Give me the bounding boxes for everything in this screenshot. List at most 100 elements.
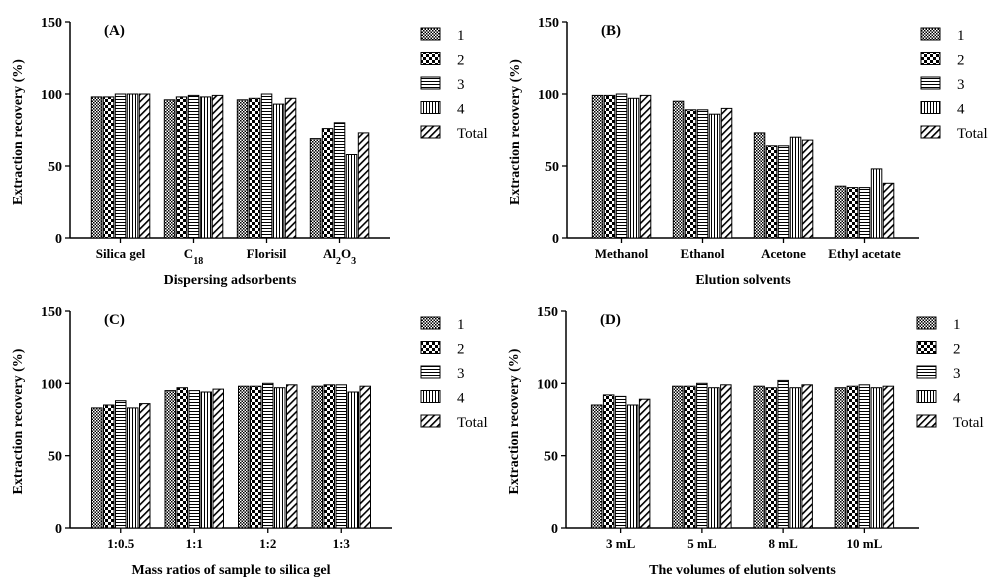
legend-swatch <box>420 52 441 65</box>
y-tick-label: 50 <box>545 160 559 175</box>
bar <box>615 93 628 239</box>
x-tick-label: Ethanol <box>680 246 724 261</box>
bar <box>126 93 139 239</box>
legend-swatch <box>916 341 937 354</box>
legend-swatch <box>916 414 937 428</box>
legend-swatch <box>420 101 441 114</box>
bar <box>720 107 733 239</box>
legend: 1 2 3 4 Total <box>916 316 984 431</box>
bar <box>175 96 188 239</box>
legend-swatch <box>920 52 941 65</box>
chart-panel-b: 0 50 100 150 Extraction recovery (%) Methanol… <box>508 16 988 288</box>
y-tick-label: 150 <box>537 305 558 320</box>
x-tick-label: Ethyl acetate <box>828 246 901 261</box>
bar <box>708 113 721 239</box>
bar <box>684 385 696 529</box>
bar <box>591 94 604 239</box>
bar <box>115 400 127 529</box>
legend-swatch <box>420 390 441 403</box>
legend-label: 2 <box>953 342 961 358</box>
bar <box>236 99 249 239</box>
bar <box>127 407 139 529</box>
y-tick-label: 0 <box>552 232 559 247</box>
bar <box>765 387 777 529</box>
bar <box>627 97 640 239</box>
bar <box>672 100 685 239</box>
legend-label: 1 <box>957 28 965 44</box>
legend-label: 3 <box>957 77 965 93</box>
bar <box>309 138 322 239</box>
panel-label: (C) <box>104 312 125 328</box>
bar <box>139 403 151 529</box>
bar <box>789 387 801 529</box>
chart-panel-c: 0 50 100 150 Extraction recovery (%) 1:0.5 1:1… <box>11 305 488 578</box>
chart-panel-d: 0 50 100 150 Extraction recovery (%) 3 mL 5 mL… <box>507 305 984 578</box>
x-tick-label: Al2O3 <box>323 246 356 267</box>
y-tick-label: 50 <box>48 160 62 175</box>
bar <box>274 387 286 529</box>
bar <box>164 390 176 529</box>
legend: 1 2 3 4 Total <box>420 316 488 431</box>
bar <box>708 387 720 529</box>
legend-label: 1 <box>457 317 465 333</box>
y-axis-label: Extraction recovery (%) <box>11 59 26 205</box>
bar <box>720 384 732 529</box>
bar <box>272 103 285 239</box>
legend-swatch <box>420 76 441 90</box>
legend-label: 4 <box>457 391 465 407</box>
y-tick-label: 100 <box>41 88 62 103</box>
legend-swatch <box>420 316 441 330</box>
bar <box>639 94 652 239</box>
legend-swatch <box>916 390 937 403</box>
bar <box>846 385 859 529</box>
y-tick-label: 0 <box>551 522 558 537</box>
bar <box>188 390 200 529</box>
x-tick-label: C18 <box>184 246 203 267</box>
x-tick-label: 5 mL <box>687 536 717 551</box>
panel-label: (B) <box>601 23 621 39</box>
legend-swatch <box>420 365 441 379</box>
panel-label: (A) <box>104 23 125 39</box>
x-tick-label: 1:2 <box>259 536 276 551</box>
legend-label: Total <box>457 126 488 142</box>
bar <box>187 94 200 239</box>
legend-swatch <box>420 414 441 428</box>
x-tick-label: Silica gel <box>96 246 146 261</box>
legend-swatch <box>920 101 941 114</box>
bar <box>359 385 371 529</box>
bar <box>347 391 359 529</box>
bar <box>357 132 370 239</box>
bar <box>260 93 273 239</box>
legend-label: 3 <box>953 366 961 382</box>
legend: 1 2 3 4 Total <box>920 27 988 142</box>
legend-label: 3 <box>457 77 465 93</box>
bar <box>789 136 802 239</box>
x-tick-label: 1:1 <box>186 536 203 551</box>
bar <box>858 384 871 529</box>
x-tick-label: Florisil <box>247 246 287 261</box>
bar <box>777 145 790 239</box>
bar <box>765 145 778 239</box>
y-tick-label: 50 <box>48 450 62 465</box>
bar <box>626 404 639 529</box>
bar <box>333 122 346 239</box>
legend-swatch <box>920 76 941 90</box>
x-tick-label: 1:0.5 <box>107 536 135 551</box>
bar <box>801 139 814 239</box>
legend-swatch <box>420 341 441 354</box>
bar <box>882 182 895 239</box>
bar <box>248 97 261 239</box>
x-tick-label: Acetone <box>761 246 806 261</box>
bar <box>284 97 297 239</box>
y-tick-label: 100 <box>537 377 558 392</box>
bar <box>870 168 883 239</box>
bar <box>684 109 697 239</box>
bar <box>286 384 298 529</box>
x-axis-label: Dispersing adsorbents <box>164 273 297 288</box>
legend-label: 4 <box>957 102 965 118</box>
bar <box>321 128 334 239</box>
bar <box>753 132 766 239</box>
legend-label: 2 <box>457 53 465 69</box>
bar <box>176 387 188 529</box>
y-tick-label: 100 <box>41 377 62 392</box>
